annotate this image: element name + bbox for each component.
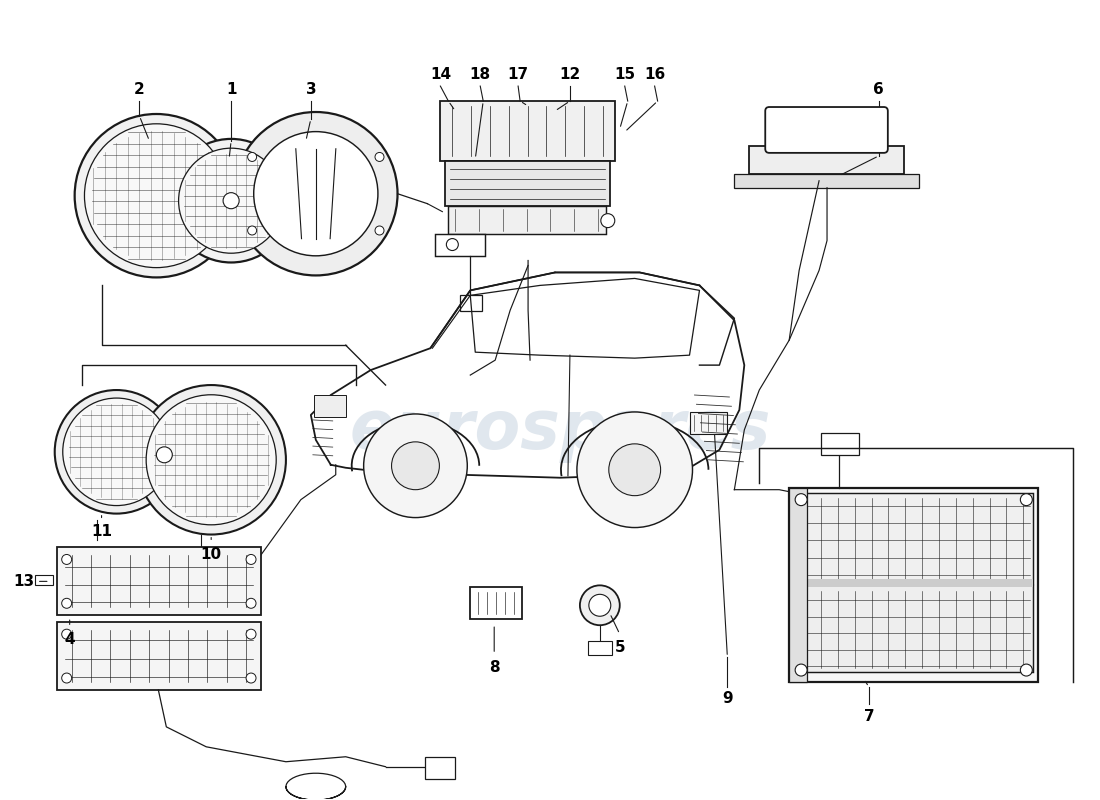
Circle shape — [62, 673, 72, 683]
FancyBboxPatch shape — [314, 395, 345, 417]
Circle shape — [62, 630, 72, 639]
Circle shape — [364, 414, 468, 518]
Circle shape — [588, 594, 610, 616]
Circle shape — [223, 193, 239, 209]
Circle shape — [580, 586, 619, 626]
Text: 16: 16 — [644, 66, 666, 82]
FancyBboxPatch shape — [789, 488, 807, 682]
FancyBboxPatch shape — [821, 433, 859, 455]
Text: 8: 8 — [488, 659, 499, 674]
FancyBboxPatch shape — [735, 174, 918, 188]
Circle shape — [392, 442, 439, 490]
Circle shape — [576, 412, 693, 527]
FancyBboxPatch shape — [766, 107, 888, 153]
Circle shape — [375, 226, 384, 235]
FancyBboxPatch shape — [794, 579, 1033, 587]
Circle shape — [246, 554, 256, 565]
Circle shape — [375, 153, 384, 162]
Text: 11: 11 — [91, 524, 112, 539]
FancyBboxPatch shape — [794, 493, 1033, 584]
Text: 3: 3 — [306, 82, 316, 97]
Circle shape — [246, 673, 256, 683]
Circle shape — [234, 112, 397, 275]
Text: 18: 18 — [470, 66, 491, 82]
Circle shape — [795, 494, 807, 506]
FancyBboxPatch shape — [436, 234, 485, 255]
FancyBboxPatch shape — [57, 622, 261, 690]
FancyBboxPatch shape — [35, 575, 53, 586]
FancyBboxPatch shape — [57, 547, 261, 615]
Circle shape — [136, 385, 286, 534]
Circle shape — [156, 447, 173, 462]
Circle shape — [795, 664, 807, 676]
FancyBboxPatch shape — [587, 641, 612, 655]
FancyBboxPatch shape — [789, 488, 1038, 682]
Circle shape — [1021, 664, 1032, 676]
Circle shape — [254, 132, 378, 256]
Circle shape — [75, 114, 238, 278]
Text: 15: 15 — [614, 66, 636, 82]
Circle shape — [246, 630, 256, 639]
Circle shape — [248, 226, 256, 235]
FancyBboxPatch shape — [690, 412, 727, 434]
Circle shape — [62, 598, 72, 608]
Circle shape — [85, 124, 229, 268]
Text: 6: 6 — [873, 82, 884, 97]
Circle shape — [447, 238, 459, 250]
Circle shape — [146, 394, 276, 525]
FancyBboxPatch shape — [426, 757, 455, 778]
FancyBboxPatch shape — [446, 161, 609, 206]
Text: 5: 5 — [615, 640, 625, 654]
Text: 10: 10 — [200, 547, 222, 562]
Circle shape — [63, 398, 170, 506]
FancyBboxPatch shape — [794, 585, 1033, 672]
Circle shape — [178, 148, 284, 254]
FancyBboxPatch shape — [449, 206, 606, 234]
Text: 7: 7 — [864, 710, 874, 724]
Text: 1: 1 — [226, 82, 236, 97]
Text: 17: 17 — [507, 66, 529, 82]
Text: 4: 4 — [65, 632, 75, 646]
FancyBboxPatch shape — [460, 295, 482, 311]
Text: eurospares: eurospares — [350, 397, 771, 463]
Text: 9: 9 — [722, 691, 733, 706]
FancyBboxPatch shape — [440, 101, 615, 161]
Circle shape — [169, 139, 293, 262]
Circle shape — [608, 444, 661, 496]
Circle shape — [246, 598, 256, 608]
Circle shape — [248, 153, 256, 162]
Text: 2: 2 — [134, 82, 145, 97]
Circle shape — [1021, 494, 1032, 506]
FancyBboxPatch shape — [471, 587, 522, 619]
Text: 14: 14 — [430, 66, 451, 82]
Circle shape — [601, 214, 615, 228]
Text: 12: 12 — [559, 66, 581, 82]
FancyBboxPatch shape — [749, 146, 904, 174]
Circle shape — [62, 554, 72, 565]
Text: 13: 13 — [13, 574, 34, 589]
Circle shape — [55, 390, 178, 514]
